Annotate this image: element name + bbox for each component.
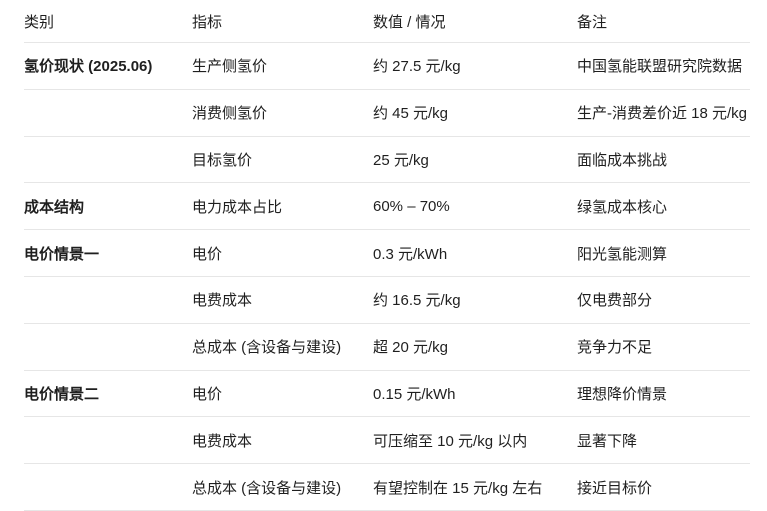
- cell-note: 接近目标价: [577, 463, 750, 511]
- cell-note: 阳光氢能测算: [577, 229, 750, 277]
- cell-indicator: 电价: [192, 229, 373, 277]
- cell-indicator: 目标氢价: [192, 136, 373, 184]
- cell-value: 有望控制在 15 元/kg 左右: [373, 463, 577, 511]
- cell-category: [24, 463, 192, 511]
- header-category: 类别: [24, 0, 192, 43]
- cell-indicator: 消费侧氢价: [192, 89, 373, 137]
- cell-category: [24, 276, 192, 324]
- cell-note: 绿氢成本核心: [577, 182, 750, 231]
- table-row: 目标氢价 25 元/kg 面临成本挑战: [24, 136, 750, 184]
- cell-category: 电价情景二: [24, 370, 192, 418]
- cell-indicator: 电费成本: [192, 276, 373, 324]
- header-note: 备注: [577, 0, 750, 43]
- cell-category: 成本结构: [24, 182, 192, 231]
- cell-category: [24, 323, 192, 371]
- cell-indicator: 电价: [192, 370, 373, 418]
- cell-value: 0.15 元/kWh: [373, 370, 577, 418]
- header-row: 类别 指标 数值 / 情况 备注: [24, 0, 750, 43]
- cell-indicator: 电力成本占比: [192, 182, 373, 231]
- cell-category: [24, 416, 192, 465]
- table-row: 氢价现状 (2025.06) 生产侧氢价 约 27.5 元/kg 中国氢能联盟研…: [24, 42, 750, 90]
- table-row: 电费成本 可压缩至 10 元/kg 以内 显著下降: [24, 416, 750, 465]
- table-header: 类别 指标 数值 / 情况 备注: [24, 0, 750, 43]
- cell-value: 0.3 元/kWh: [373, 229, 577, 277]
- cell-value: 约 27.5 元/kg: [373, 42, 577, 90]
- table-row: 电价情景一 电价 0.3 元/kWh 阳光氢能测算: [24, 229, 750, 277]
- cell-category: 氢价现状 (2025.06): [24, 42, 192, 90]
- cell-value: 约 16.5 元/kg: [373, 276, 577, 324]
- cell-value: 超 20 元/kg: [373, 323, 577, 371]
- cell-note: 竞争力不足: [577, 323, 750, 371]
- header-indicator: 指标: [192, 0, 373, 43]
- cell-category: 电价情景一: [24, 229, 192, 277]
- table-row: 电费成本 约 16.5 元/kg 仅电费部分: [24, 276, 750, 324]
- cell-value: 60% – 70%: [373, 182, 577, 231]
- table-row: 消费侧氢价 约 45 元/kg 生产-消费差价近 18 元/kg: [24, 89, 750, 137]
- cell-note: 理想降价情景: [577, 370, 750, 418]
- cell-category: [24, 136, 192, 184]
- table-row: 成本结构 电力成本占比 60% – 70% 绿氢成本核心: [24, 182, 750, 231]
- table-row: 总成本 (含设备与建设) 有望控制在 15 元/kg 左右 接近目标价: [24, 463, 750, 511]
- table-row: 总成本 (含设备与建设) 超 20 元/kg 竞争力不足: [24, 323, 750, 371]
- cell-indicator: 电费成本: [192, 416, 373, 465]
- cell-value: 可压缩至 10 元/kg 以内: [373, 416, 577, 465]
- cell-category: [24, 89, 192, 137]
- cell-indicator: 生产侧氢价: [192, 42, 373, 90]
- cell-note: 生产-消费差价近 18 元/kg: [577, 89, 750, 137]
- hydrogen-price-table: 类别 指标 数值 / 情况 备注 氢价现状 (2025.06) 生产侧氢价 约 …: [24, 0, 750, 511]
- table-row: 电价情景二 电价 0.15 元/kWh 理想降价情景: [24, 370, 750, 418]
- cell-note: 仅电费部分: [577, 276, 750, 324]
- table-body: 氢价现状 (2025.06) 生产侧氢价 约 27.5 元/kg 中国氢能联盟研…: [24, 42, 750, 511]
- cell-value: 约 45 元/kg: [373, 89, 577, 137]
- cell-value: 25 元/kg: [373, 136, 577, 184]
- cell-note: 面临成本挑战: [577, 136, 750, 184]
- cell-indicator: 总成本 (含设备与建设): [192, 463, 373, 511]
- cell-indicator: 总成本 (含设备与建设): [192, 323, 373, 371]
- header-value: 数值 / 情况: [373, 0, 577, 43]
- cell-note: 显著下降: [577, 416, 750, 465]
- cell-note: 中国氢能联盟研究院数据: [577, 42, 750, 90]
